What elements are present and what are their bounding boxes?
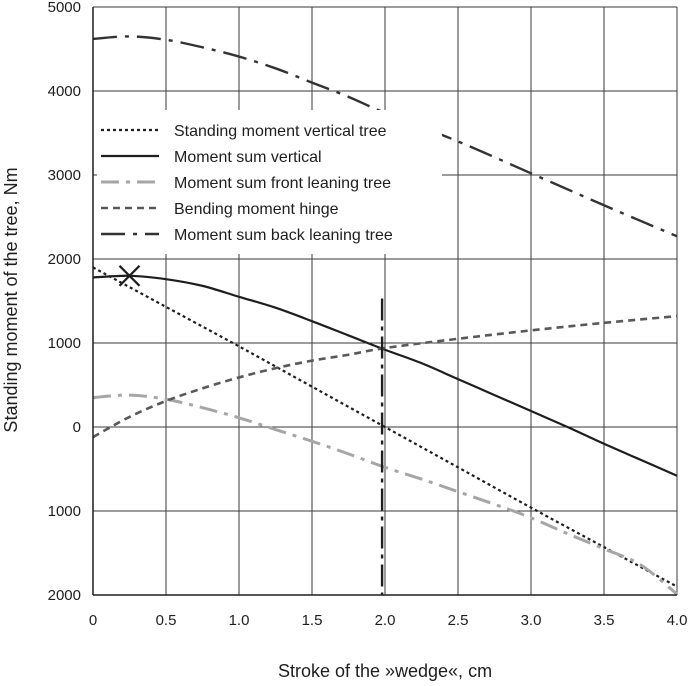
x-tick-label: 3.5 — [594, 612, 615, 629]
x-tick-label: 2.5 — [448, 612, 469, 629]
cross-marker — [118, 265, 141, 287]
y-tick-label: 5000 — [48, 0, 81, 16]
y-tick-label: 1000 — [48, 335, 81, 352]
y-tick-label: 4000 — [48, 83, 81, 100]
axes-frame — [92, 7, 677, 596]
legend-label: Standing moment vertical tree — [174, 123, 387, 140]
legend-label: Bending moment hinge — [174, 201, 339, 218]
y-tick-label: 2000 — [48, 251, 81, 268]
x-axis-title: Stroke of the »wedge«, cm — [278, 661, 492, 681]
x-tick-label: 0 — [89, 612, 97, 629]
x-tick-label: 3.0 — [521, 612, 542, 629]
x-tick-label: 2.0 — [375, 612, 396, 629]
x-tick-label: 1.5 — [302, 612, 323, 629]
series-layer — [92, 35, 678, 596]
series-line-moment-sum-back-leaning-tree — [92, 35, 678, 238]
series-line-moment-sum-front-leaning-tree — [92, 393, 678, 596]
cross-marker-stroke — [118, 265, 141, 287]
y-tick-label: 1000 — [48, 503, 81, 520]
x-tick-labels: 0 0.5 1.0 1.5 2.0 2.5 3.0 3.5 4.0 — [89, 612, 688, 629]
y-tick-labels: 5000 4000 3000 2000 1000 0 1000 2000 — [48, 0, 81, 604]
x-tick-label: 4.0 — [667, 612, 688, 629]
x-tick-label: 1.0 — [229, 612, 250, 629]
x-tick-label: 0.5 — [156, 612, 177, 629]
legend: Standing moment vertical tree Moment sum … — [97, 110, 442, 254]
legend-label: Moment sum front leaning tree — [174, 175, 391, 192]
legend-label: Moment sum vertical — [174, 149, 322, 166]
y-tick-label: 3000 — [48, 167, 81, 184]
annotation-layer — [118, 265, 384, 595]
y-tick-label: 0 — [73, 419, 81, 436]
y-tick-label: 2000 — [48, 587, 81, 604]
series-line-moment-sum-vertical — [92, 274, 678, 477]
y-axis-title: Standing moment of the tree, Nm — [1, 167, 21, 432]
series-line-standing-moment-vertical-tree — [92, 266, 678, 588]
legend-label: Moment sum back leaning tree — [174, 227, 393, 244]
series-line-bending-moment-hinge — [92, 314, 678, 439]
grid-lines — [92, 6, 678, 596]
